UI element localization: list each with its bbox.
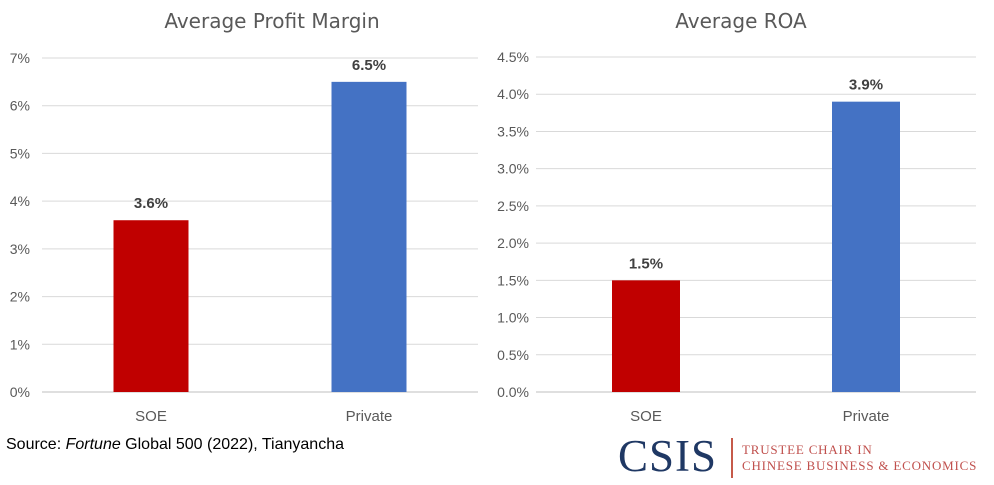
chart-2-y-tick-label: 2.5% xyxy=(497,198,529,214)
chart-2-y-tick-label: 0.0% xyxy=(497,384,529,400)
chart-2-y-tick-label: 1.0% xyxy=(497,310,529,326)
chart-2-data-label: 1.5% xyxy=(629,255,663,272)
chart-2-category-label: Private xyxy=(843,408,890,425)
chart-1-data-label: 3.6% xyxy=(134,195,168,212)
chart-2-y-tick-label: 3.0% xyxy=(497,161,529,177)
chart-1-category-label: Private xyxy=(346,408,393,425)
chart-2-y-tick-label: 1.5% xyxy=(497,272,529,288)
logo-subtitle-line1: TRUSTEE CHAIR IN xyxy=(742,442,873,457)
chart-1-bar-soe xyxy=(113,220,189,392)
source-publication: Fortune xyxy=(65,436,121,453)
chart-2-category-label: SOE xyxy=(630,408,662,425)
charts-canvas: Average Profit Margin 0% 1% 2% 3% 4% 5% 6% 7% 3.6… xyxy=(10,9,976,425)
chart-2-y-tick-label: 4.0% xyxy=(497,86,529,102)
chart-1-y-tick-label: 6% xyxy=(10,98,30,114)
chart-1-bar-private xyxy=(331,81,407,392)
chart-2-title: Average ROA xyxy=(675,9,807,33)
chart-1-y-tick-label: 1% xyxy=(10,336,30,352)
chart-1-y-tick-label: 4% xyxy=(10,193,30,209)
source-suffix: Global 500 (2022), Tianyancha xyxy=(120,436,344,453)
chart-2-y-tick-label: 2.0% xyxy=(497,235,529,251)
chart-1-y-tick-label: 2% xyxy=(10,289,30,305)
source-note: Source: Fortune Global 500 (2022), Tiany… xyxy=(6,436,344,454)
source-prefix: Source: xyxy=(6,436,66,453)
chart-2-bar-private xyxy=(832,101,900,393)
chart-1-data-label: 6.5% xyxy=(352,57,386,74)
chart-2-y-tick-label: 0.5% xyxy=(497,347,529,363)
chart-2-y-tick-label: 3.5% xyxy=(497,123,529,139)
chart-1-category-label: SOE xyxy=(135,408,167,425)
chart-1-y-tick-label: 3% xyxy=(10,241,30,257)
chart-2-data-label: 3.9% xyxy=(849,77,883,94)
csis-wordmark: CSIS xyxy=(618,431,718,481)
chart-2-bar-soe xyxy=(612,280,680,392)
chart-2-y-tick-label: 4.5% xyxy=(497,49,529,65)
csis-logo: CSIS TRUSTEE CHAIR IN CHINESE BUSINESS &… xyxy=(618,432,978,480)
chart-1-y-tick-label: 7% xyxy=(10,50,30,66)
chart-1-y-tick-label: 5% xyxy=(10,145,30,161)
chart-1-title: Average Profit Margin xyxy=(164,9,379,33)
logo-subtitle-line2: CHINESE BUSINESS & ECONOMICS xyxy=(742,458,978,473)
chart-1-y-tick-label: 0% xyxy=(10,384,30,400)
logo-divider xyxy=(731,438,733,478)
